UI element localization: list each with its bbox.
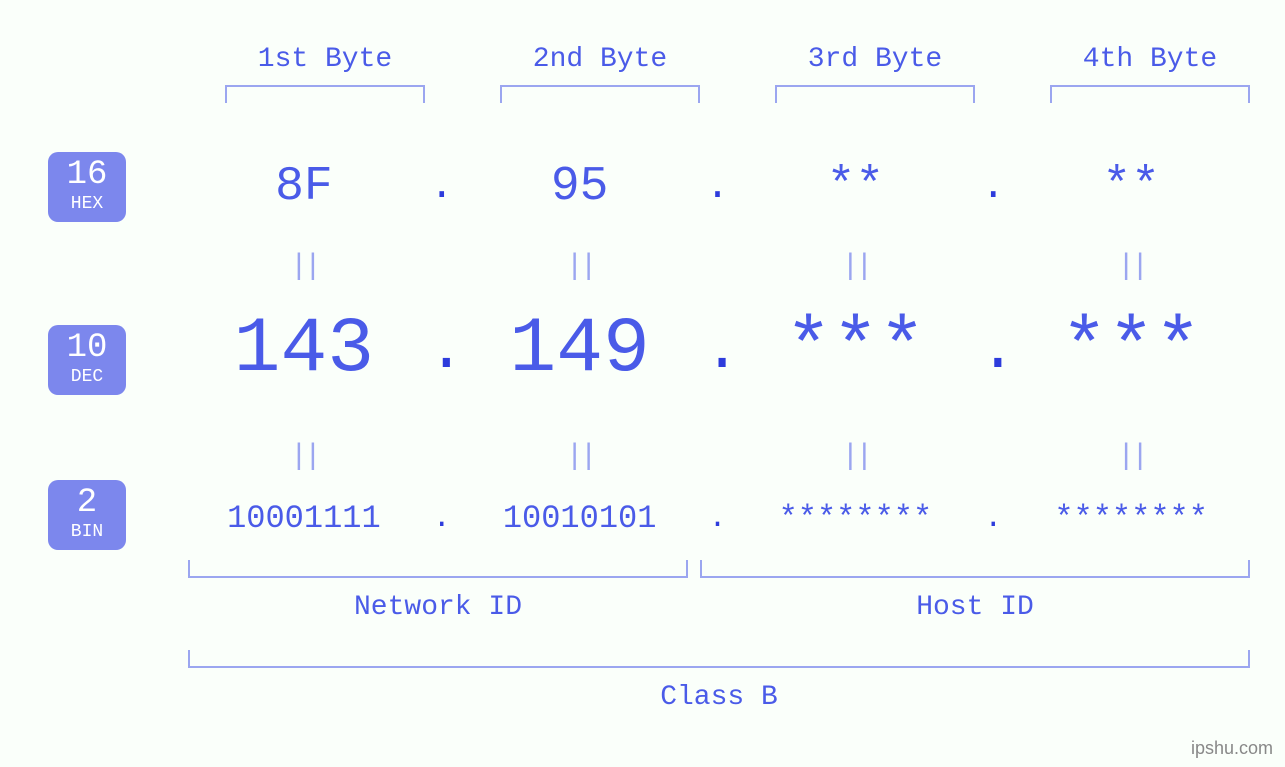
row-hex: 8F . 95 . ** . ** — [180, 160, 1255, 214]
bracket-icon — [700, 560, 1250, 578]
badge-label: HEX — [48, 194, 126, 214]
separator-dot: . — [979, 315, 1007, 386]
separator-dot: . — [704, 165, 732, 210]
bracket-icon — [225, 85, 425, 103]
hex-byte-3: ** — [732, 160, 980, 214]
equal-symbol: || — [1007, 250, 1255, 284]
separator-dot: . — [704, 315, 732, 386]
dec-byte-2: 149 — [456, 306, 704, 394]
badge-num: 2 — [48, 486, 126, 520]
separator-dot: . — [428, 502, 456, 536]
watermark: ipshu.com — [1191, 738, 1273, 759]
separator-dot: . — [979, 165, 1007, 210]
equal-symbol: || — [180, 250, 428, 284]
hex-byte-4: ** — [1007, 160, 1255, 214]
class-label: Class B — [188, 682, 1250, 713]
bin-byte-4: ******** — [1007, 500, 1255, 537]
badge-num: 16 — [48, 158, 126, 192]
bracket-icon — [188, 560, 688, 578]
byte-header-4: 4th Byte — [1040, 44, 1260, 103]
byte-header-1: 1st Byte — [215, 44, 435, 103]
bracket-icon — [188, 650, 1250, 668]
separator-dot: . — [428, 165, 456, 210]
row-eq-2: || || || || — [180, 440, 1255, 474]
bin-byte-3: ******** — [732, 500, 980, 537]
equal-symbol: || — [732, 250, 980, 284]
host-id-bracket: Host ID — [700, 560, 1250, 623]
byte-header-2: 2nd Byte — [490, 44, 710, 103]
row-dec: 143 . 149 . *** . *** — [180, 306, 1255, 394]
host-id-label: Host ID — [700, 592, 1250, 623]
badge-label: BIN — [48, 522, 126, 542]
badge-dec: 10 DEC — [48, 325, 126, 395]
byte-header-3: 3rd Byte — [765, 44, 985, 103]
badge-bin: 2 BIN — [48, 480, 126, 550]
equal-symbol: || — [732, 440, 980, 474]
byte-header-label: 2nd Byte — [533, 44, 667, 75]
equal-symbol: || — [1007, 440, 1255, 474]
badge-label: DEC — [48, 367, 126, 387]
byte-header-label: 4th Byte — [1083, 44, 1217, 75]
bin-byte-1: 10001111 — [180, 500, 428, 537]
class-bracket: Class B — [188, 650, 1250, 713]
separator-dot: . — [704, 502, 732, 536]
row-bin: 10001111 . 10010101 . ******** . *******… — [180, 500, 1255, 537]
equal-symbol: || — [456, 250, 704, 284]
dec-byte-1: 143 — [180, 306, 428, 394]
equal-symbol: || — [180, 440, 428, 474]
bracket-icon — [775, 85, 975, 103]
separator-dot: . — [428, 315, 456, 386]
bin-byte-2: 10010101 — [456, 500, 704, 537]
ip-diagram: 1st Byte 2nd Byte 3rd Byte 4th Byte 16 H… — [0, 0, 1285, 767]
network-id-bracket: Network ID — [188, 560, 688, 623]
network-id-label: Network ID — [188, 592, 688, 623]
equal-symbol: || — [456, 440, 704, 474]
bracket-icon — [1050, 85, 1250, 103]
byte-header-label: 1st Byte — [258, 44, 392, 75]
hex-byte-1: 8F — [180, 160, 428, 214]
hex-byte-2: 95 — [456, 160, 704, 214]
badge-num: 10 — [48, 331, 126, 365]
row-eq-1: || || || || — [180, 250, 1255, 284]
bracket-icon — [500, 85, 700, 103]
dec-byte-4: *** — [1007, 306, 1255, 394]
dec-byte-3: *** — [732, 306, 980, 394]
byte-header-label: 3rd Byte — [808, 44, 942, 75]
badge-hex: 16 HEX — [48, 152, 126, 222]
separator-dot: . — [979, 502, 1007, 536]
